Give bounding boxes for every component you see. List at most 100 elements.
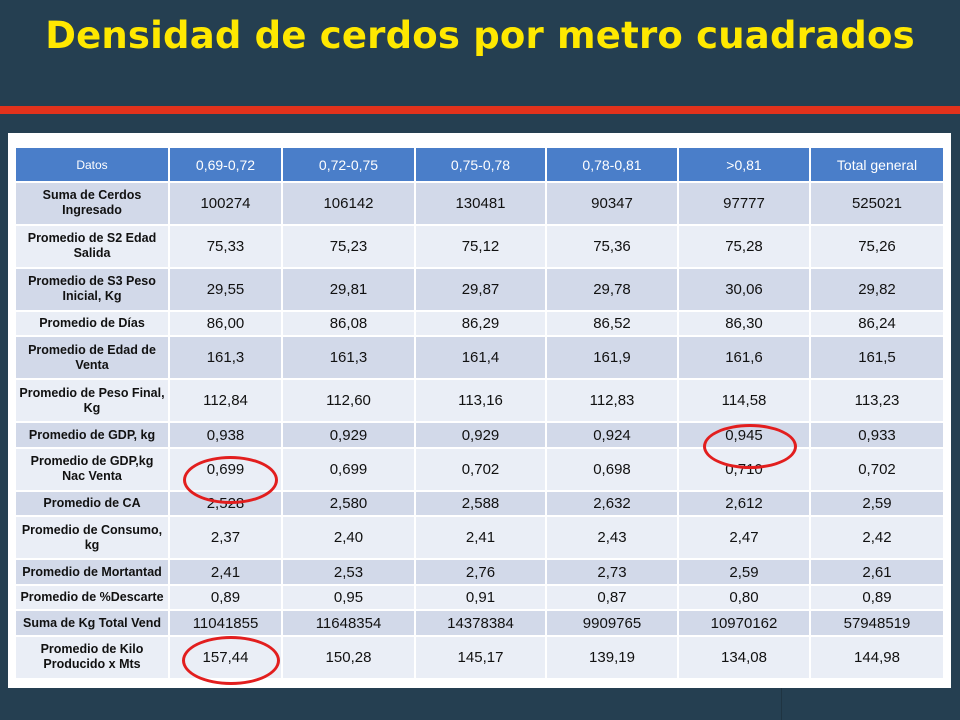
header-cell-range-2: 0,72-0,75 — [281, 146, 416, 183]
table-row: Suma de Cerdos Ingresado 100274 106142 1304… — [14, 181, 945, 226]
header-cell-range-4: 0,78-0,81 — [545, 146, 679, 183]
table-cell: 161,4 — [414, 335, 547, 381]
table-cell: 0,710 — [677, 446, 811, 492]
table-cell: 144,98 — [809, 634, 945, 681]
table-cell: 0,924 — [545, 421, 679, 449]
table-row: Promedio de Edad de Venta 161,3 161,3 161,4… — [14, 335, 945, 381]
table-cell: 150,28 — [281, 634, 416, 681]
table-cell: 29,82 — [809, 266, 945, 312]
table-cell: 0,933 — [809, 421, 945, 449]
table-cell: 86,29 — [414, 309, 547, 338]
table-row: Promedio de S3 Peso Inicial, Kg 29,55 29,8… — [14, 266, 945, 312]
table-cell: 29,87 — [414, 266, 547, 312]
table-cell: 130481 — [414, 181, 547, 226]
table-cell: 161,3 — [168, 335, 283, 381]
table-row: Promedio de CA 2,528 2,580 2,588 2,632 2,612 2… — [14, 489, 945, 518]
table-cell: 0,938 — [168, 421, 283, 449]
table-row: Promedio de Peso Final, Kg 112,84 112,60 11… — [14, 378, 945, 424]
row-label: Promedio de GDP,kg Nac Venta — [14, 446, 170, 492]
table-cell: 139,19 — [545, 634, 679, 681]
table-cell: 2,580 — [281, 489, 416, 518]
table-row: Promedio de S2 Edad Salida 75,33 75,23 75,1… — [14, 223, 945, 269]
table-cell: 86,30 — [677, 309, 811, 338]
table-row: Promedio de Consumo, kg 2,37 2,40 2,41 2,43 2… — [14, 515, 945, 561]
table-cell: 2,61 — [809, 558, 945, 586]
table-cell: 114,58 — [677, 378, 811, 424]
table-cell: 86,08 — [281, 309, 416, 338]
table-row: Promedio de Mortantad 2,41 2,53 2,76 2,73 2,5… — [14, 558, 945, 586]
table-cell: 0,80 — [677, 583, 811, 612]
table-row: Suma de Kg Total Vend 11041855 11648354 143… — [14, 609, 945, 637]
table-cell: 0,945 — [677, 421, 811, 449]
table-cell: 29,55 — [168, 266, 283, 312]
table-cell: 0,89 — [168, 583, 283, 612]
table-cell: 112,84 — [168, 378, 283, 424]
table-cell: 11648354 — [281, 609, 416, 637]
table-cell: 75,36 — [545, 223, 679, 269]
row-label: Promedio de GDP, kg — [14, 421, 170, 449]
table-cell: 2,41 — [414, 515, 547, 561]
table-cell: 75,28 — [677, 223, 811, 269]
table-cell: 75,26 — [809, 223, 945, 269]
row-label: Suma de Cerdos Ingresado — [14, 181, 170, 226]
table-row: Promedio de %Descarte 0,89 0,95 0,91 0,87 0,8… — [14, 583, 945, 612]
table-cell: 161,6 — [677, 335, 811, 381]
table-cell: 112,60 — [281, 378, 416, 424]
table-cell: 2,73 — [545, 558, 679, 586]
table-cell: 2,76 — [414, 558, 547, 586]
table-cell: 29,78 — [545, 266, 679, 312]
footer-divider — [781, 688, 782, 720]
slide-title: Densidad de cerdos por metro cuadrados — [45, 14, 915, 57]
density-table: Datos 0,69-0,72 0,72-0,75 0,75-0,78 0,78… — [14, 146, 945, 681]
table-cell: 2,47 — [677, 515, 811, 561]
table-cell: 525021 — [809, 181, 945, 226]
table-cell: 161,5 — [809, 335, 945, 381]
table-cell: 2,41 — [168, 558, 283, 586]
table-cell: 86,24 — [809, 309, 945, 338]
row-label: Promedio de Kilo Producido x Mts — [14, 634, 170, 681]
table-cell: 106142 — [281, 181, 416, 226]
header-cell-range-1: 0,69-0,72 — [168, 146, 283, 183]
row-label: Promedio de Consumo, kg — [14, 515, 170, 561]
table-cell: 0,929 — [414, 421, 547, 449]
title-underline-bar — [0, 106, 960, 114]
table-cell: 2,59 — [809, 489, 945, 518]
table-cell: 113,16 — [414, 378, 547, 424]
table-cell: 75,33 — [168, 223, 283, 269]
header-cell-total: Total general — [809, 146, 945, 183]
table-cell: 10970162 — [677, 609, 811, 637]
table-cell: 75,23 — [281, 223, 416, 269]
table-cell: 2,37 — [168, 515, 283, 561]
table-cell: 134,08 — [677, 634, 811, 681]
table-row: Promedio de GDP, kg 0,938 0,929 0,929 0,924 0… — [14, 421, 945, 449]
table-cell: 97777 — [677, 181, 811, 226]
header-cell-range-5: >0,81 — [677, 146, 811, 183]
table-cell: 0,702 — [809, 446, 945, 492]
table-cell: 14378384 — [414, 609, 547, 637]
table-cell: 2,43 — [545, 515, 679, 561]
table-cell: 2,40 — [281, 515, 416, 561]
row-label: Promedio de S3 Peso Inicial, Kg — [14, 266, 170, 312]
table-cell: 161,9 — [545, 335, 679, 381]
table-cell: 145,17 — [414, 634, 547, 681]
table-cell: 157,44 — [168, 634, 283, 681]
table-cell: 0,699 — [281, 446, 416, 492]
table-cell: 100274 — [168, 181, 283, 226]
table-cell: 30,06 — [677, 266, 811, 312]
table-cell: 2,59 — [677, 558, 811, 586]
row-label: Promedio de CA — [14, 489, 170, 518]
table-cell: 9909765 — [545, 609, 679, 637]
table-cell: 0,89 — [809, 583, 945, 612]
row-label: Promedio de Peso Final, Kg — [14, 378, 170, 424]
table-cell: 0,929 — [281, 421, 416, 449]
table-cell: 86,52 — [545, 309, 679, 338]
table-cell: 2,53 — [281, 558, 416, 586]
table-cell: 86,00 — [168, 309, 283, 338]
table-header-row: Datos 0,69-0,72 0,72-0,75 0,75-0,78 0,78… — [14, 146, 945, 183]
table-cell: 2,612 — [677, 489, 811, 518]
row-label: Promedio de Mortantad — [14, 558, 170, 586]
header-cell-datos: Datos — [14, 146, 170, 183]
table-cell: 2,632 — [545, 489, 679, 518]
table-cell: 57948519 — [809, 609, 945, 637]
table-row: Promedio de Días 86,00 86,08 86,29 86,52 86,3… — [14, 309, 945, 338]
